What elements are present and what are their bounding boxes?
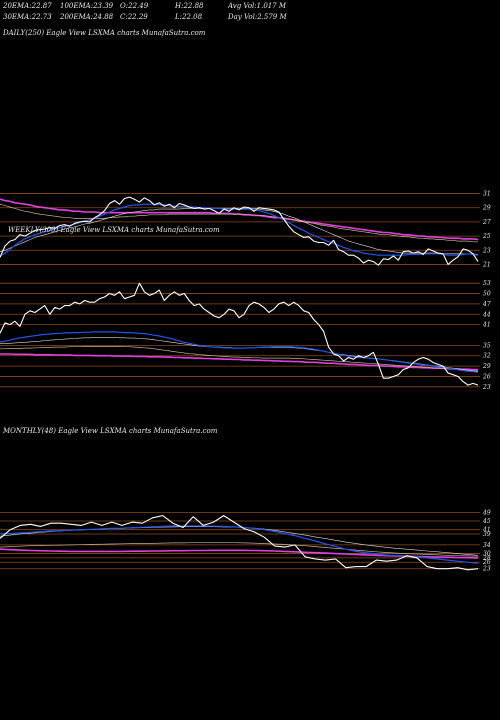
weekly-tick-label-9: 23 [482, 384, 491, 391]
daily-tick-label-1: 29 [482, 205, 491, 212]
daily-caption: DAILY(250) Eagle View LSXMA charts Munaf… [3, 29, 206, 37]
stat-high: H:22.88 [175, 2, 204, 10]
stat-day-vol: Day Vol:2.579 M [228, 13, 287, 21]
stat-close: C:22.29 [120, 13, 148, 21]
stat-20ema: 20EMA:22.87 [3, 2, 52, 10]
stat-100ema: 100EMA:23.39 [60, 2, 114, 10]
weekly-series-line-3 [0, 346, 479, 372]
monthly-tick-label-2: 41 [482, 527, 491, 534]
monthly-tick-label-1: 45 [482, 518, 491, 525]
daily-tick-label-0: 31 [483, 191, 491, 198]
monthly-tick-label-6: 28 [482, 555, 491, 562]
monthly-series-line-3 [0, 542, 479, 557]
weekly-series-line-4 [0, 353, 478, 371]
weekly-series-line-0 [0, 282, 479, 386]
weekly-tick-label-8: 26 [482, 373, 491, 380]
daily-panel: 31 29 27 25 23 21 [0, 191, 491, 268]
weekly-tick-label-3: 44 [482, 311, 491, 318]
monthly-tick-label-7: 26 [482, 559, 491, 566]
header-stats: 20EMA:22.87 [3, 2, 52, 10]
stat-low: L:22.08 [175, 13, 203, 21]
weekly-tick-label-1: 50 [483, 291, 491, 298]
daily-series-line-3 [0, 203, 478, 243]
weekly-tick-label-2: 47 [482, 301, 491, 308]
daily-tick-label-3: 25 [482, 233, 491, 240]
daily-series-line-1 [0, 203, 479, 257]
monthly-tick-label-8: 23 [482, 566, 491, 573]
stat-avg-vol: Avg Vol:1.017 M [228, 2, 287, 10]
monthly-caption: MONTHLY(48) Eagle View LSXMA charts Muna… [3, 427, 218, 435]
monthly-tick-label-0: 49 [482, 509, 491, 516]
monthly-series-line-0 [0, 515, 479, 571]
daily-tick-label-5: 21 [482, 261, 491, 268]
daily-tick-label-4: 23 [482, 247, 491, 254]
monthly-tick-label-3: 39 [483, 531, 491, 538]
daily-series-line-2 [0, 208, 479, 255]
weekly-panel: 53 50 47 44 41 35 32 29 26 23 [0, 280, 491, 391]
daily-tick-label-2: 27 [482, 219, 491, 226]
daily-series-line-0 [0, 196, 479, 266]
weekly-caption: WEEKLY(300) Eagle View LSXMA charts Muna… [8, 226, 220, 234]
weekly-tick-label-6: 32 [483, 353, 491, 360]
stat-open: O:22.49 [120, 2, 149, 10]
weekly-tick-label-7: 29 [482, 363, 491, 370]
monthly-tick-label-4: 34 [483, 542, 491, 549]
weekly-tick-label-4: 41 [482, 322, 491, 329]
weekly-tick-label-0: 53 [483, 280, 491, 287]
monthly-tick-label-5: 30 [483, 551, 491, 558]
weekly-series-line-1 [0, 331, 479, 373]
stat-30ema: 30EMA:22.73 [3, 13, 52, 21]
monthly-series-line-1 [0, 525, 479, 564]
stat-200ema: 200EMA:24.88 [60, 13, 114, 21]
weekly-tick-label-5: 35 [483, 342, 491, 349]
